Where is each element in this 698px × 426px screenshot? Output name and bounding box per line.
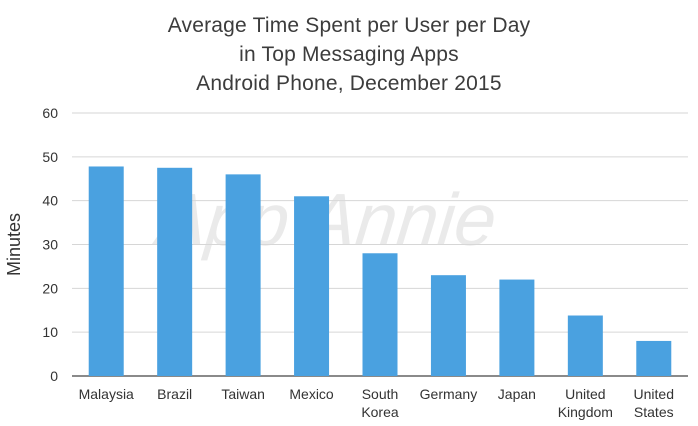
x-category-label: Brazil	[157, 386, 192, 402]
y-tick-label: 60	[42, 105, 58, 121]
x-category-label: South	[362, 386, 399, 402]
bar	[636, 340, 672, 376]
y-axis-label: Minutes	[4, 213, 24, 276]
x-category-label: Kingdom	[558, 404, 613, 420]
x-category-label: Taiwan	[221, 386, 265, 402]
y-tick-label: 10	[42, 324, 58, 340]
x-category-label: Malaysia	[79, 386, 134, 402]
y-tick-label: 20	[42, 280, 58, 296]
bar	[362, 253, 398, 376]
x-category-label: Japan	[498, 386, 536, 402]
chart-title-line-2: in Top Messaging Apps	[239, 43, 459, 66]
y-tick-label: 50	[42, 149, 58, 165]
x-category-label: Mexico	[289, 386, 334, 402]
y-tick-label: 0	[50, 368, 58, 384]
bar	[294, 196, 330, 376]
x-category-labels: Malaysia Brazil Taiwan Mexico South Korea Germ…	[79, 386, 674, 420]
x-category-label: Korea	[361, 404, 399, 420]
bar	[157, 167, 193, 376]
bar	[567, 315, 603, 376]
y-tick-label: 40	[42, 193, 58, 209]
y-tick-label: 30	[42, 237, 58, 253]
x-category-label: Germany	[420, 386, 478, 402]
bar	[88, 166, 124, 376]
bars	[88, 166, 672, 376]
bar	[430, 275, 466, 376]
y-tick-labels: 0 10 20 30 40 50 60	[42, 105, 58, 384]
x-category-label: United	[634, 386, 674, 402]
x-category-label: United	[565, 386, 605, 402]
x-category-label: States	[634, 404, 674, 420]
chart-title-line-1: Average Time Spent per User per Day	[167, 14, 531, 37]
bar	[499, 279, 535, 376]
chart-title-line-3: Android Phone, December 2015	[196, 72, 502, 95]
bar	[225, 174, 261, 376]
